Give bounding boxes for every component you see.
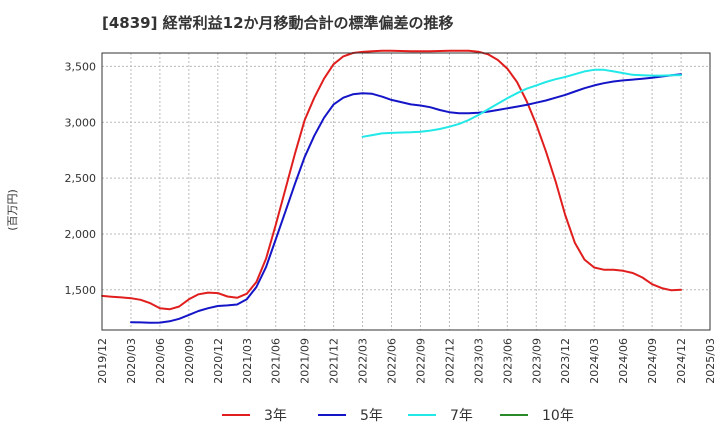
x-tick-label: 2025/03 (704, 338, 717, 384)
x-tick-label: 2022/06 (386, 338, 399, 384)
legend: 3年 5年 7年 10年 (222, 408, 574, 424)
y-tick-label: 3,500 (65, 60, 97, 73)
x-tick-label: 2021/06 (270, 338, 283, 384)
x-tick-label: 2020/06 (154, 338, 167, 384)
series-line-5年 (130, 73, 682, 324)
x-tick-label: 2024/06 (617, 338, 630, 384)
y-tick-label: 2,000 (65, 228, 97, 241)
y-axis-label: (百万円) (6, 189, 19, 231)
x-tick-label: 2023/06 (501, 338, 514, 384)
y-tick-label: 3,000 (65, 116, 97, 129)
legend-label-10年: 10年 (542, 408, 574, 424)
x-axis-ticks: 2019/12 2020/03 2020/06 2020/09 2020/12 2021/… (96, 338, 717, 384)
x-tick-label: 2020/03 (125, 338, 138, 384)
x-tick-label: 2021/12 (328, 338, 341, 384)
legend-label-3年: 3年 (264, 408, 287, 424)
x-tick-label: 2023/12 (559, 338, 572, 384)
x-tick-label: 2019/12 (96, 338, 109, 384)
x-tick-label: 2023/09 (530, 338, 543, 384)
x-tick-label: 2021/09 (299, 338, 312, 384)
x-tick-label: 2022/09 (414, 338, 427, 384)
x-tick-label: 2022/12 (443, 338, 456, 384)
y-axis-ticks: 1,500 2,000 2,500 3,000 3,500 (65, 60, 97, 296)
plot-area-frame (101, 52, 711, 331)
x-tick-label: 2020/12 (212, 338, 225, 384)
y-tick-label: 1,500 (65, 284, 97, 297)
x-tick-label: 2020/09 (183, 338, 196, 384)
series-line-7年 (361, 68, 682, 138)
x-tick-label: 2022/03 (357, 338, 370, 384)
grid (101, 53, 711, 330)
series-line-3年 (101, 49, 682, 311)
x-tick-label: 2023/03 (472, 338, 485, 384)
x-tick-label: 2021/03 (241, 338, 254, 384)
chart-title: [4839] 経常利益12か月移動合計の標準偏差の推移 (102, 14, 454, 32)
y-tick-label: 2,500 (65, 172, 97, 185)
x-tick-label: 2024/03 (588, 338, 601, 384)
x-tick-label: 2024/12 (675, 338, 688, 384)
legend-label-7年: 7年 (450, 408, 473, 424)
series-lines (101, 49, 682, 324)
legend-label-5年: 5年 (360, 408, 383, 424)
x-tick-label: 2024/09 (646, 338, 659, 384)
